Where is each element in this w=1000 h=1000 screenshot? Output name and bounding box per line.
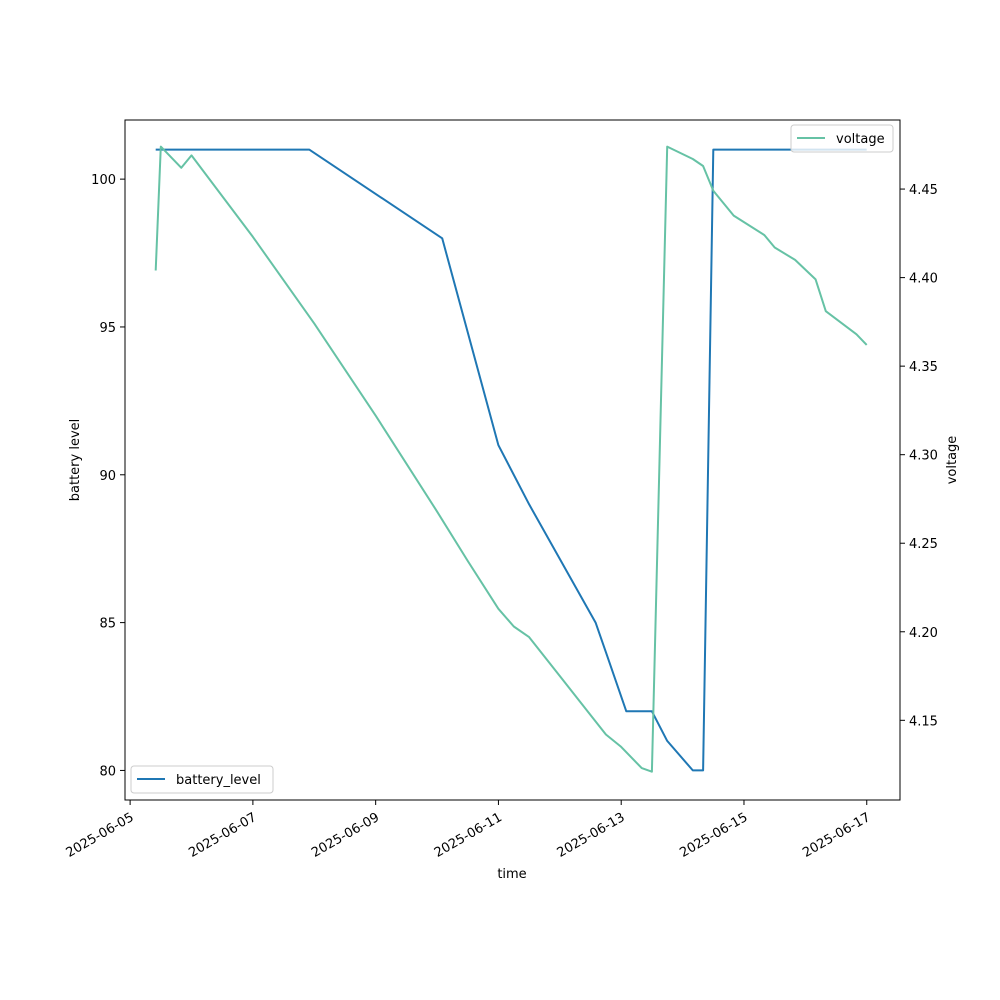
left-y-tick-label: 100 [91, 173, 116, 188]
x-tick-label: 2025-06-11 [432, 810, 505, 861]
x-tick-label: 2025-06-13 [555, 810, 628, 861]
x-tick-label: 2025-06-17 [800, 810, 873, 861]
x-tick-label: 2025-06-09 [309, 810, 382, 861]
right-y-tick-label: 4.30 [909, 449, 938, 464]
legend-box [130, 765, 274, 794]
x-tick-label: 2025-06-05 [64, 810, 137, 861]
left-y-axis-ticks: 80 85 90 95 100 [91, 173, 125, 779]
legend-label-battery-level: battery_level [176, 773, 261, 788]
right-y-tick-label: 4.35 [909, 360, 938, 375]
left-y-tick-label: 90 [99, 469, 116, 484]
legend-voltage: voltage [790, 124, 894, 153]
right-y-tick-label: 4.20 [909, 626, 938, 641]
x-axis-ticks: 2025-06-05 2025-06-07 2025-06-09 2025-06-11… [64, 800, 873, 861]
left-y-tick-label: 95 [99, 321, 116, 336]
right-y-tick-label: 4.40 [909, 272, 938, 287]
left-y-tick-label: 85 [99, 617, 116, 632]
legend-label-voltage: voltage [836, 132, 885, 147]
x-axis-label: time [497, 867, 526, 882]
plot-frame [124, 119, 901, 801]
left-y-axis-label: battery level [68, 419, 83, 502]
right-y-tick-label: 4.15 [909, 714, 938, 729]
series-line-battery-level [155, 148, 867, 772]
x-tick-label: 2025-06-15 [677, 810, 750, 861]
legend-box [790, 124, 894, 153]
right-y-axis-label: voltage [945, 436, 960, 485]
left-y-tick-label: 80 [99, 764, 116, 779]
right-y-tick-label: 4.45 [909, 183, 938, 198]
series-lines [154, 145, 868, 773]
right-y-tick-label: 4.25 [909, 537, 938, 552]
x-tick-label: 2025-06-07 [186, 810, 259, 861]
right-y-axis-ticks: 4.15 4.20 4.25 4.30 4.35 4.40 4.45 [900, 183, 938, 729]
series-line-voltage [154, 145, 868, 773]
legend-battery-level: battery_level [130, 765, 274, 794]
